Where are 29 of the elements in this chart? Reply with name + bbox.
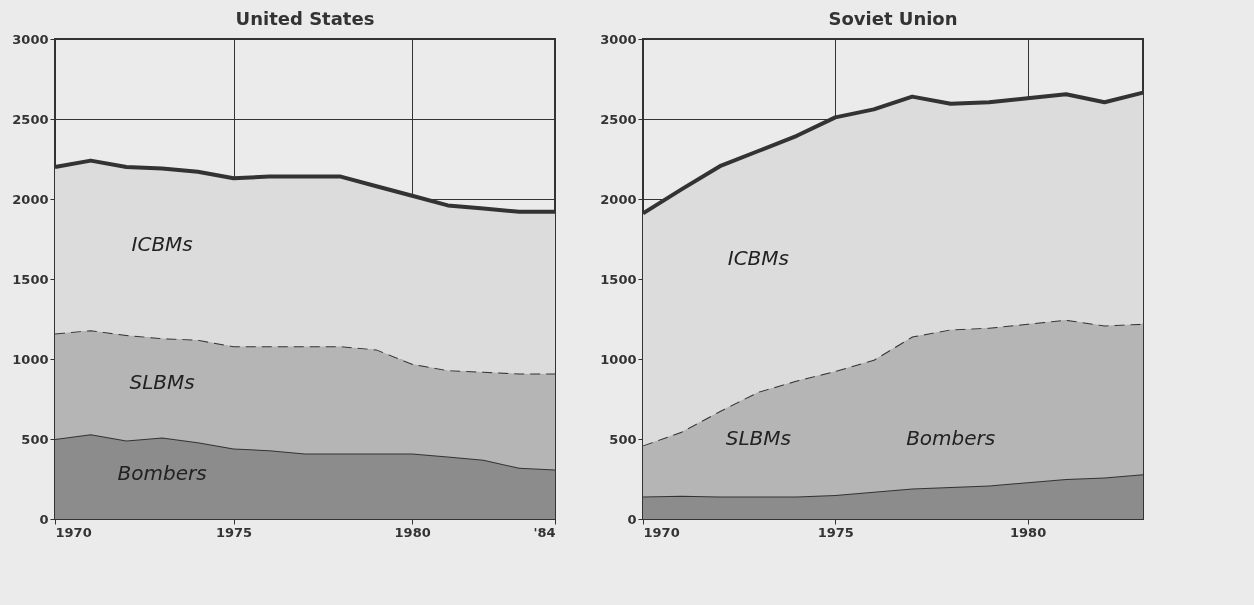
y-tick-label: 0 xyxy=(39,511,49,527)
x-tick-label: 1980 xyxy=(1010,524,1047,540)
chart-title: Soviet Union xyxy=(828,8,958,29)
y-tick-label: 2000 xyxy=(600,191,637,207)
y-tick-label: 0 xyxy=(627,511,637,527)
y-tick-label: 1000 xyxy=(12,351,49,367)
series-label: SLBMs xyxy=(129,369,195,394)
y-tick-label: 3000 xyxy=(12,31,49,47)
y-tick-label: 2000 xyxy=(12,191,49,207)
x-tick-label: '84 xyxy=(533,524,556,540)
x-tick-label: 1970 xyxy=(55,524,92,540)
x-tick-label: 1975 xyxy=(817,524,854,540)
x-tick-label: 1970 xyxy=(643,524,680,540)
x-tick-label: 1975 xyxy=(215,524,253,540)
series-label: Bombers xyxy=(906,426,996,450)
series-label: ICBMs xyxy=(131,231,193,256)
chart-title: United States xyxy=(235,8,375,29)
y-tick-label: 2500 xyxy=(600,111,637,127)
y-tick-label: 2500 xyxy=(12,111,49,127)
y-tick-label: 1500 xyxy=(12,271,49,287)
y-tick-label: 3000 xyxy=(600,31,637,47)
y-tick-label: 500 xyxy=(609,431,637,447)
series-label: SLBMs xyxy=(725,425,791,450)
y-tick-label: 1000 xyxy=(600,351,637,367)
series-label: ICBMs xyxy=(727,246,790,271)
y-tick-label: 500 xyxy=(21,431,49,447)
x-tick-label: 1980 xyxy=(394,524,431,540)
y-tick-label: 1500 xyxy=(600,271,637,287)
series-label: Bombers xyxy=(117,461,207,486)
